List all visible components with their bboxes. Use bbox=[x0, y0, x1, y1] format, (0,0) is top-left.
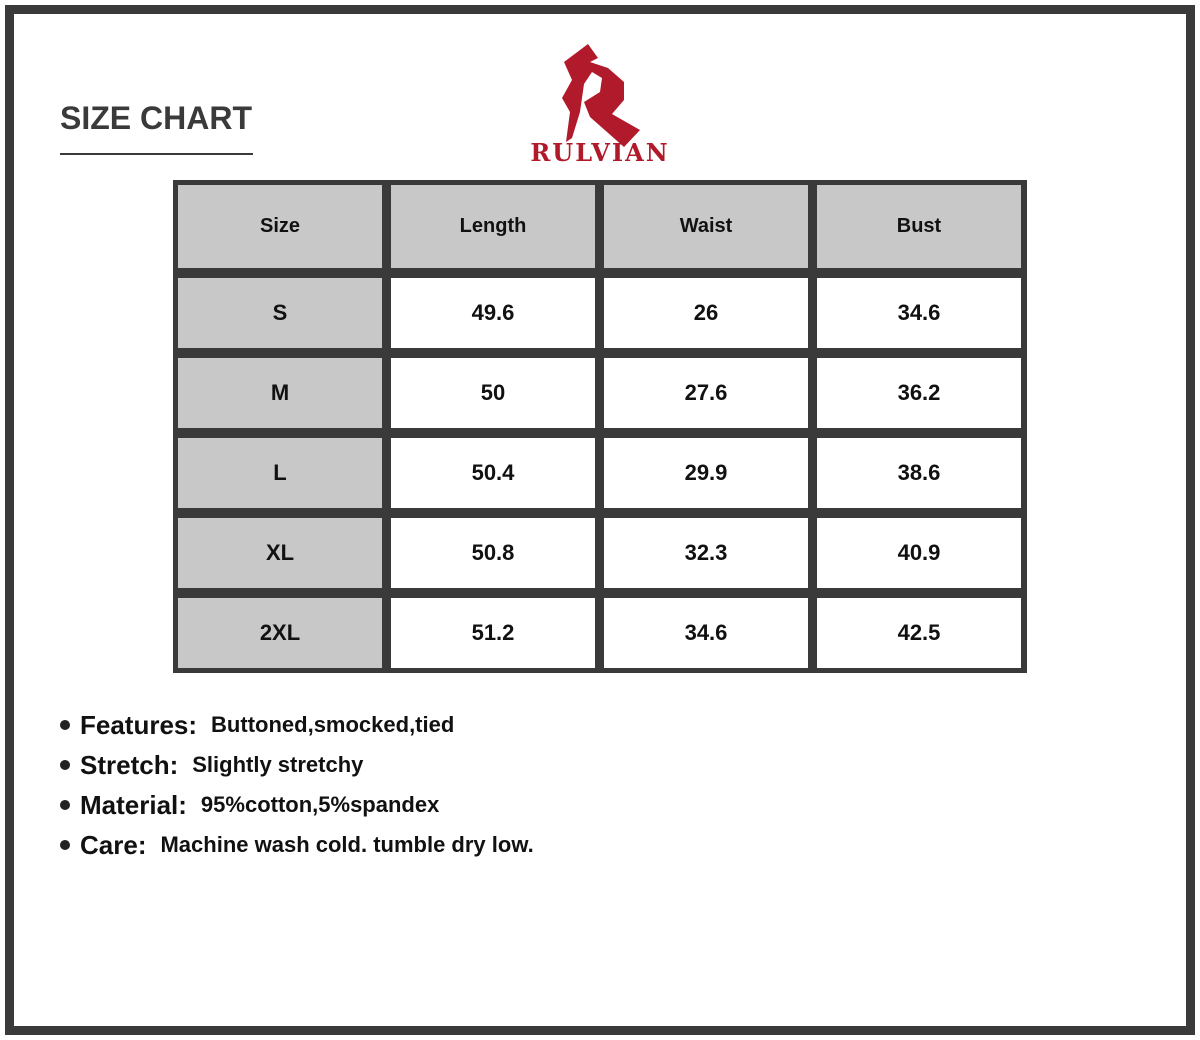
note-label: Care: bbox=[80, 829, 147, 860]
measurement-cell: 27.6 bbox=[604, 358, 808, 428]
measurement-cell: 40.9 bbox=[817, 518, 1021, 588]
note-label: Stretch: bbox=[80, 749, 179, 780]
note-value: Machine wash cold. tumble dry low. bbox=[160, 832, 534, 857]
bullet-icon bbox=[60, 760, 70, 770]
measurement-cell: 34.6 bbox=[604, 598, 808, 668]
title-underline bbox=[60, 153, 253, 155]
column-header: Length bbox=[391, 185, 595, 268]
size-label-cell: XL bbox=[178, 518, 382, 588]
measurement-cell: 50.8 bbox=[391, 518, 595, 588]
brand-logo-icon bbox=[562, 44, 640, 147]
note-item: Stretch: Slightly stretchy bbox=[60, 745, 534, 785]
note-label: Features: bbox=[80, 709, 198, 740]
column-header: Waist bbox=[604, 185, 808, 268]
note-value: Buttoned,smocked,tied bbox=[211, 712, 455, 737]
size-label-cell: L bbox=[178, 438, 382, 508]
measurement-cell: 26 bbox=[604, 278, 808, 348]
measurement-cell: 32.3 bbox=[604, 518, 808, 588]
bullet-icon bbox=[60, 720, 70, 730]
note-item: Care: Machine wash cold. tumble dry low. bbox=[60, 825, 534, 865]
note-value: 95%cotton,5%spandex bbox=[200, 792, 440, 817]
note-item: Material: 95%cotton,5%spandex bbox=[60, 785, 534, 825]
measurement-cell: 29.9 bbox=[604, 438, 808, 508]
measurement-cell: 50 bbox=[391, 358, 595, 428]
size-label-cell: M bbox=[178, 358, 382, 428]
bullet-icon bbox=[60, 840, 70, 850]
measurement-cell: 36.2 bbox=[817, 358, 1021, 428]
note-value: Slightly stretchy bbox=[192, 752, 364, 777]
column-header: Size bbox=[178, 185, 382, 268]
measurement-cell: 49.6 bbox=[391, 278, 595, 348]
measurement-cell: 42.5 bbox=[817, 598, 1021, 668]
measurement-cell: 50.4 bbox=[391, 438, 595, 508]
size-table: Size Length Waist Bust S 49.6 26 34.6 M 50 27.6 36.… bbox=[173, 180, 1027, 673]
brand-name: RULVIAN bbox=[530, 138, 670, 167]
column-header: Bust bbox=[817, 185, 1021, 268]
note-item: Features: Buttoned,smocked,tied bbox=[60, 705, 534, 745]
measurement-cell: 51.2 bbox=[391, 598, 595, 668]
page-title: SIZE CHART bbox=[60, 100, 252, 136]
size-label-cell: 2XL bbox=[178, 598, 382, 668]
measurement-cell: 34.6 bbox=[817, 278, 1021, 348]
product-notes: Features: Buttoned,smocked,tied Stretch: Sl… bbox=[60, 705, 534, 865]
note-label: Material: bbox=[80, 789, 187, 820]
measurement-cell: 38.6 bbox=[817, 438, 1021, 508]
size-label-cell: S bbox=[178, 278, 382, 348]
bullet-icon bbox=[60, 800, 70, 810]
